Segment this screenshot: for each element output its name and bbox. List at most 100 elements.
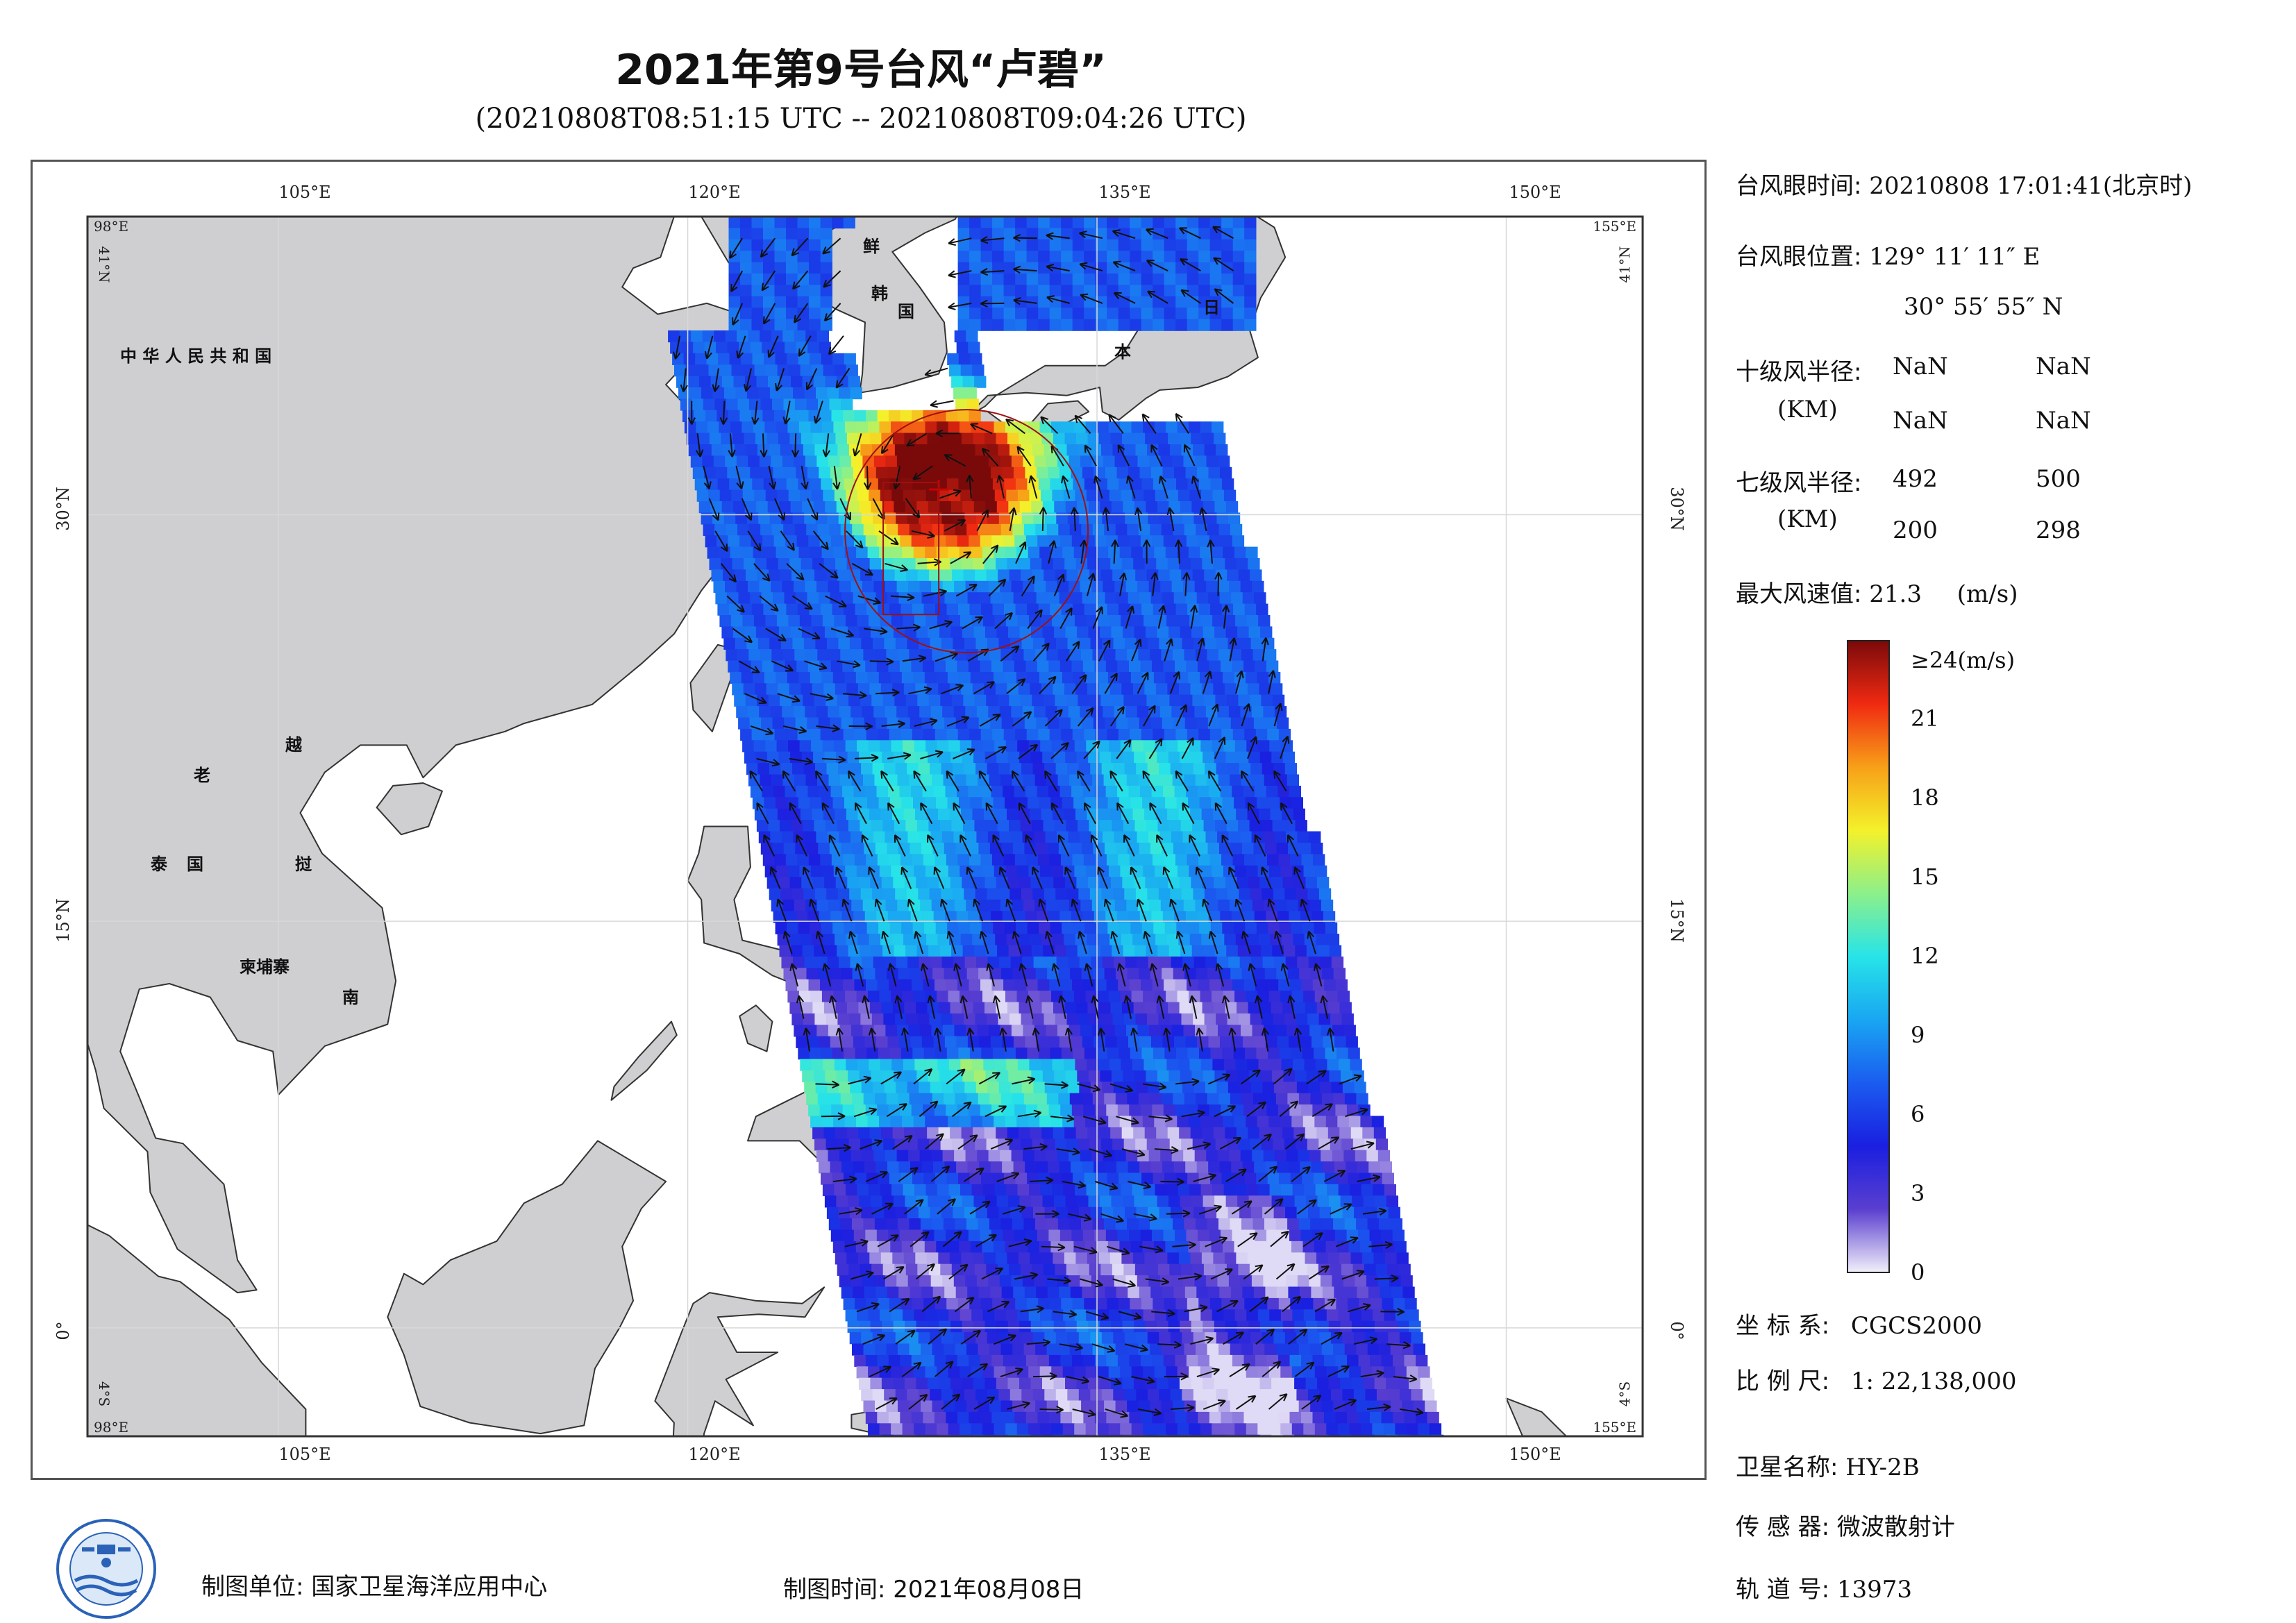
swath-cell — [1008, 945, 1021, 957]
swath-cell — [1230, 1343, 1242, 1356]
swath-cell — [980, 1297, 993, 1311]
swath-cell — [797, 274, 810, 286]
swath-cell — [1213, 808, 1225, 821]
swath-cell — [1223, 1366, 1236, 1379]
swath-cell — [919, 1275, 932, 1288]
swath-cell — [832, 1048, 845, 1060]
swath-cell — [1349, 1423, 1361, 1436]
swath-cell — [826, 1013, 839, 1026]
swath-cell — [1326, 991, 1339, 1003]
swath-cell — [1058, 1093, 1071, 1105]
swath-cell — [1254, 1161, 1266, 1174]
swath-cell — [900, 1411, 912, 1424]
swath-cell — [1158, 1138, 1171, 1151]
swath-cell — [1036, 1161, 1048, 1174]
swath-cell — [740, 228, 753, 240]
swath-cell — [747, 387, 760, 400]
swath-cell — [935, 728, 947, 741]
swath-cell — [798, 991, 812, 1003]
swath-cell — [1025, 911, 1037, 923]
swath-cell — [881, 1127, 894, 1140]
swath-cell — [1225, 1127, 1237, 1140]
swath-cell — [903, 615, 915, 628]
swath-cell — [868, 1423, 880, 1436]
swath-cell — [1278, 854, 1291, 866]
swath-cell — [741, 546, 754, 559]
swath-cell — [728, 217, 741, 229]
swath-cell — [1257, 1309, 1271, 1322]
swath-cell — [846, 432, 860, 445]
swath-cell — [1167, 808, 1180, 821]
swath-cell — [1404, 1354, 1416, 1368]
swath-cell — [719, 546, 731, 559]
swath-cell — [1184, 774, 1196, 787]
swath-cell — [1156, 1127, 1168, 1140]
swath-cell — [751, 728, 764, 741]
swath-cell — [980, 854, 993, 866]
swath-cell — [1132, 934, 1145, 946]
swath-cell — [1294, 1195, 1307, 1208]
swath-cell — [1168, 945, 1181, 957]
swath-cell — [1179, 432, 1191, 445]
swath-cell — [847, 1195, 860, 1208]
swath-cell — [925, 1423, 937, 1436]
swath-cell — [849, 888, 862, 900]
swath-cell — [1346, 1036, 1358, 1048]
swath-cell — [755, 751, 768, 764]
swath-cell — [1394, 1241, 1407, 1254]
swath-cell — [1008, 1070, 1021, 1083]
wind-arrow — [822, 237, 841, 255]
swath-cell — [910, 1286, 922, 1299]
swath-cell — [773, 592, 785, 605]
swath-cell — [1353, 1332, 1366, 1345]
swath-cell — [833, 1116, 846, 1128]
swath-cell — [992, 262, 1005, 274]
swath-cell — [940, 1263, 953, 1276]
swath-cell — [1319, 1082, 1332, 1094]
swath-cell — [1154, 1366, 1166, 1379]
swath-cell — [1219, 717, 1232, 730]
swath-cell — [831, 535, 844, 548]
wind-arrow — [1046, 232, 1070, 240]
swath-cell — [1183, 1150, 1196, 1162]
swath-cell — [1243, 1036, 1255, 1048]
swath-cell — [1104, 968, 1116, 980]
swath-cell — [1276, 1286, 1289, 1299]
swath-cell — [1234, 797, 1246, 809]
swath-cell — [1004, 603, 1016, 616]
wind-field-map[interactable]: 105°E 120°E 135°E 150°E 105°E 120°E 135°… — [33, 162, 1704, 1478]
swath-cell — [1328, 1377, 1341, 1390]
swath-cell — [751, 262, 764, 274]
swath-cell — [1028, 421, 1041, 434]
swath-cell — [932, 774, 944, 787]
swath-cell — [1100, 569, 1113, 582]
wind-arrow — [680, 368, 688, 393]
swath-cell — [1080, 706, 1092, 718]
swath-cell — [919, 1025, 932, 1037]
swath-cell — [1062, 1366, 1075, 1379]
swath-cell — [1238, 820, 1250, 832]
swath-cell — [1227, 512, 1241, 525]
swath-cell — [757, 694, 769, 707]
swath-cell — [937, 1059, 950, 1071]
swath-cell — [1163, 1411, 1176, 1424]
swath-cell — [1298, 1025, 1310, 1037]
swath-cell — [1127, 968, 1139, 980]
swath-cell — [1014, 1229, 1027, 1242]
swath-cell — [1035, 968, 1048, 980]
swath-cell — [1038, 1048, 1051, 1060]
swath-cell — [776, 865, 789, 877]
swath-cell — [1148, 1206, 1160, 1219]
swath-cell — [1050, 546, 1063, 559]
swath-cell — [719, 489, 732, 502]
swath-cell — [1367, 1343, 1380, 1356]
swath-cell — [878, 728, 890, 741]
swath-cell — [812, 808, 824, 821]
swath-cell — [1145, 751, 1157, 764]
swath-cell — [928, 1320, 940, 1333]
swath-cell — [830, 592, 842, 605]
swath-cell — [916, 945, 929, 957]
swath-cell — [969, 308, 982, 320]
swath-cell — [1007, 1127, 1019, 1140]
swath-cell — [1107, 1172, 1119, 1185]
